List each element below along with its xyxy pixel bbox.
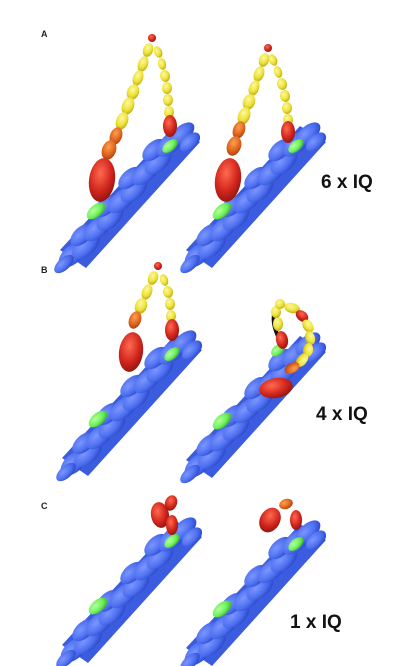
binding-site xyxy=(212,412,232,430)
binding-site xyxy=(88,410,108,428)
lever-arm-short xyxy=(150,495,178,535)
motor-head xyxy=(150,502,170,528)
panel-c-label: 1 x IQ xyxy=(290,612,342,633)
panel-c-molecule-left xyxy=(53,495,206,666)
motor-head xyxy=(163,115,177,137)
panel-b-molecule-right xyxy=(177,299,330,487)
actin-filament xyxy=(53,513,206,666)
lever-arm-trailing xyxy=(153,46,177,137)
panel-letter-b: B xyxy=(41,265,48,275)
motor-head xyxy=(259,507,281,533)
binding-site xyxy=(212,202,232,220)
lever-arm-leading xyxy=(214,44,272,202)
binding-site xyxy=(162,139,178,153)
binding-site xyxy=(86,202,106,220)
panel-a-molecule-left xyxy=(51,34,204,277)
panel-letter-c: C xyxy=(41,501,48,511)
motor-head xyxy=(281,121,295,143)
binding-site xyxy=(288,537,304,551)
binding-site xyxy=(288,139,304,153)
motor-head xyxy=(164,495,178,511)
lever-arm-trailing xyxy=(159,274,179,341)
lever-arm-short xyxy=(259,498,302,533)
binding-site xyxy=(212,600,232,618)
motor-head xyxy=(214,158,242,202)
motor-head xyxy=(166,515,178,535)
binding-site xyxy=(164,347,180,361)
panel-c-molecule-right xyxy=(177,498,330,666)
motor-head xyxy=(165,319,179,341)
actin-filament xyxy=(177,118,330,277)
panel-b-molecule-left xyxy=(53,262,206,485)
motor-head xyxy=(88,158,116,202)
lever-arm-leading xyxy=(88,34,156,202)
panel-a-molecule-right xyxy=(177,44,330,277)
lever-arm-trailing xyxy=(268,54,295,143)
motor-head xyxy=(259,377,293,399)
motor-head xyxy=(118,332,144,372)
motor-head xyxy=(290,510,302,530)
lever-arm-leading xyxy=(118,262,162,372)
panel-a-label: 6 x IQ xyxy=(321,172,373,193)
panel-letter-a: A xyxy=(41,29,48,39)
actin-filament xyxy=(51,118,204,277)
motor-head xyxy=(275,331,289,349)
binding-site xyxy=(88,597,108,615)
panel-b-label: 4 x IQ xyxy=(316,404,368,425)
binding-site xyxy=(164,534,180,548)
lever-arm-looped xyxy=(259,299,316,399)
